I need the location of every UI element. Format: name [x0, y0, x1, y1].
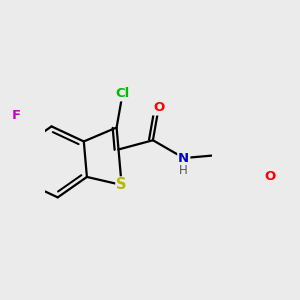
Text: F: F [12, 109, 21, 122]
Text: O: O [153, 101, 164, 115]
Text: Cl: Cl [116, 87, 130, 101]
Text: S: S [116, 178, 127, 193]
Text: N: N [178, 152, 189, 165]
Text: O: O [265, 169, 276, 183]
Text: H: H [179, 164, 188, 177]
